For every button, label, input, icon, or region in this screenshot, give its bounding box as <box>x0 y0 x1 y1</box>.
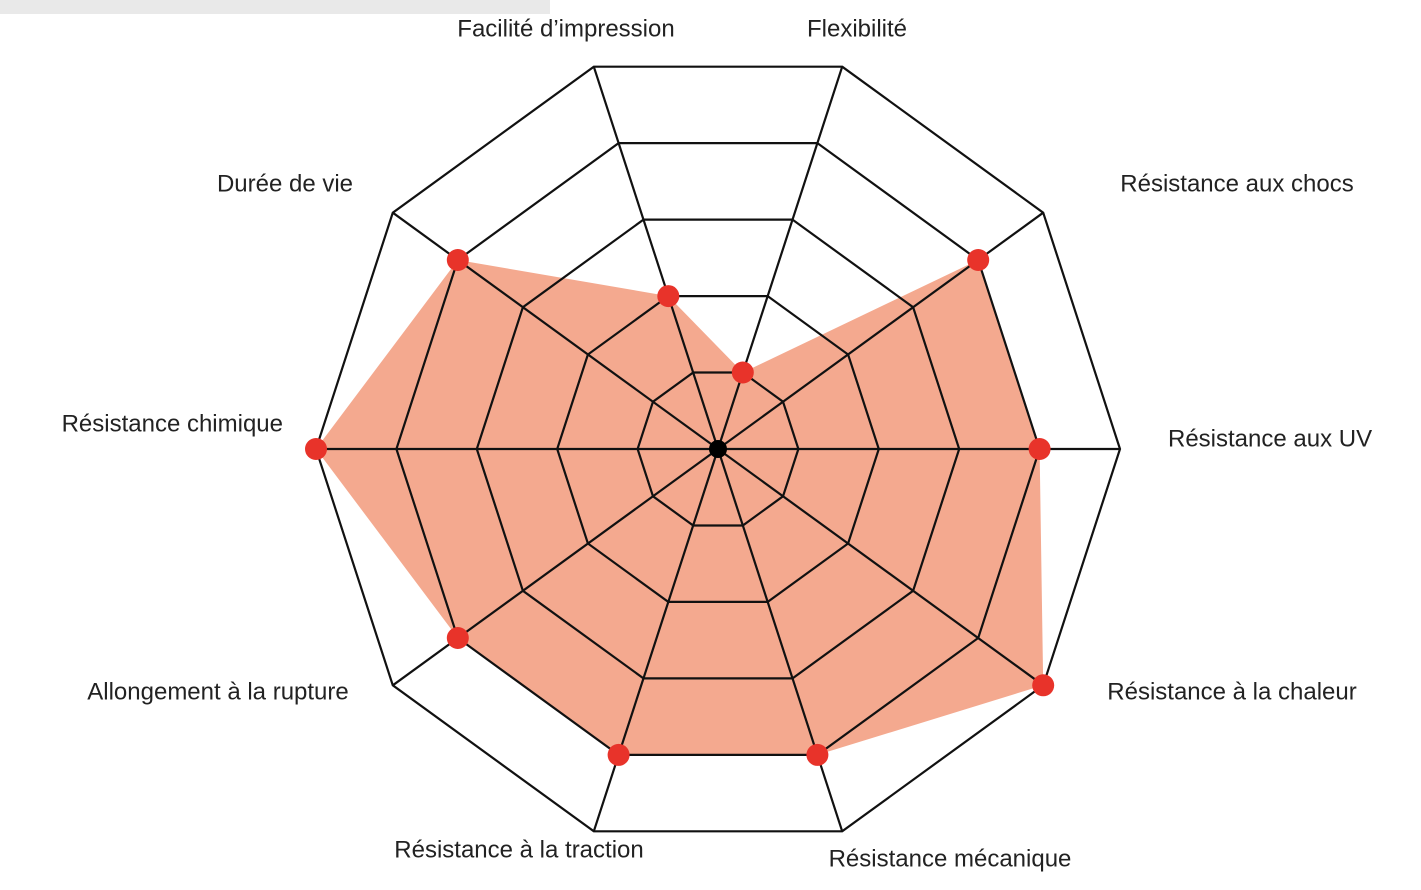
category-label: Facilité d’impression <box>457 15 674 42</box>
data-point <box>657 285 680 308</box>
axis-line <box>717 211 1044 450</box>
axis-line <box>716 66 844 450</box>
category-label: Résistance mécanique <box>829 845 1072 872</box>
axis-line <box>392 211 719 450</box>
data-point <box>967 249 990 271</box>
category-label: Durée de vie <box>217 170 353 197</box>
top-bar <box>0 0 550 14</box>
data-point <box>806 743 829 766</box>
category-label: Résistance aux UV <box>1168 425 1372 452</box>
labels: Flexibilité Résistance aux chocs Résistanc… <box>62 15 1373 872</box>
category-label: Résistance chimique <box>62 410 283 437</box>
data-point <box>446 627 469 649</box>
axis-line <box>716 448 844 832</box>
markers <box>305 249 1055 766</box>
category-label: Résistance aux chocs <box>1120 170 1353 197</box>
data-point <box>731 361 754 384</box>
data-point <box>607 743 630 766</box>
category-label: Résistance à la traction <box>394 836 643 863</box>
category-label: Résistance à la chaleur <box>1107 678 1356 705</box>
axis-line <box>717 448 1044 687</box>
category-label: Flexibilité <box>807 15 907 42</box>
axis-line <box>592 448 720 832</box>
category-label: Allongement à la rupture <box>87 678 349 705</box>
data-point <box>1028 438 1051 460</box>
axis-line <box>592 66 720 450</box>
axis-line <box>392 448 719 687</box>
data-point <box>446 249 469 271</box>
data-point <box>1032 674 1055 697</box>
center-dot <box>709 440 727 458</box>
data-point <box>305 438 327 460</box>
